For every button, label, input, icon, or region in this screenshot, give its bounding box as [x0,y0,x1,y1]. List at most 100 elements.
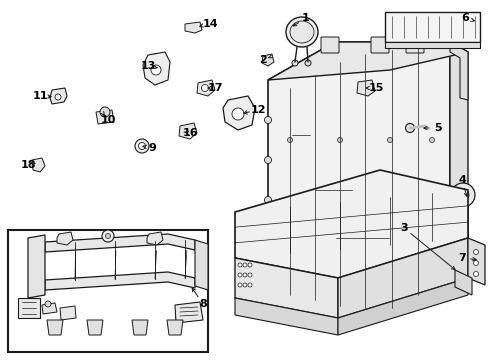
Circle shape [100,107,110,117]
Polygon shape [223,96,254,130]
Polygon shape [449,42,467,290]
Circle shape [291,60,297,66]
Polygon shape [467,238,484,285]
Circle shape [472,261,478,266]
Circle shape [472,271,478,276]
Polygon shape [147,232,163,245]
Circle shape [264,197,271,203]
Text: 14: 14 [202,19,217,29]
Circle shape [238,273,242,277]
Circle shape [243,273,246,277]
Polygon shape [50,88,67,104]
Polygon shape [45,272,195,290]
Text: 9: 9 [148,143,156,153]
Text: 15: 15 [367,83,383,93]
Circle shape [337,252,342,257]
Polygon shape [60,306,76,320]
Text: 18: 18 [20,160,36,170]
Polygon shape [179,123,197,139]
Circle shape [55,94,61,100]
Text: 1: 1 [302,13,309,23]
Circle shape [247,273,251,277]
Circle shape [247,283,251,287]
Text: 7: 7 [457,253,465,263]
Circle shape [135,139,149,153]
Text: 6: 6 [460,13,468,23]
Polygon shape [197,80,215,96]
Polygon shape [454,270,471,295]
Polygon shape [195,240,207,290]
Circle shape [428,138,434,143]
Circle shape [405,123,414,132]
Polygon shape [235,298,337,335]
Polygon shape [45,234,195,252]
Circle shape [287,138,292,143]
Polygon shape [356,80,374,96]
Text: 8: 8 [199,299,206,309]
Circle shape [428,198,434,202]
Polygon shape [449,42,467,100]
Circle shape [151,65,161,75]
Polygon shape [18,298,40,318]
Circle shape [337,198,342,202]
Text: 11: 11 [32,91,48,101]
Text: 3: 3 [399,223,407,233]
Text: 5: 5 [433,123,441,133]
Circle shape [287,198,292,202]
Text: 10: 10 [100,115,116,125]
Circle shape [386,198,392,202]
FancyBboxPatch shape [370,37,388,53]
Text: 2: 2 [259,55,266,65]
Text: 13: 13 [140,61,155,71]
Polygon shape [87,320,103,335]
Circle shape [247,263,251,267]
FancyBboxPatch shape [320,37,338,53]
Polygon shape [142,52,170,85]
Circle shape [337,138,342,143]
Polygon shape [32,158,45,172]
Circle shape [287,252,292,257]
Circle shape [102,230,114,242]
Polygon shape [132,320,148,335]
Circle shape [386,252,392,257]
Polygon shape [384,12,479,42]
Circle shape [238,283,242,287]
Circle shape [305,60,310,66]
Polygon shape [184,22,202,33]
Circle shape [428,252,434,257]
Polygon shape [167,320,183,335]
Circle shape [138,143,145,149]
Circle shape [264,157,271,163]
Circle shape [264,237,271,243]
Polygon shape [28,235,45,298]
Circle shape [264,117,271,123]
Circle shape [105,234,110,238]
Circle shape [450,183,474,207]
Circle shape [231,108,244,120]
Polygon shape [47,320,63,335]
Circle shape [386,138,392,143]
Polygon shape [57,232,73,245]
Circle shape [45,301,51,307]
Ellipse shape [289,21,313,43]
Polygon shape [337,238,467,318]
Text: 12: 12 [250,105,265,115]
Circle shape [472,249,478,255]
Polygon shape [42,303,57,314]
Polygon shape [175,302,203,323]
Circle shape [201,85,208,91]
FancyBboxPatch shape [405,37,423,53]
Text: 16: 16 [182,128,198,138]
Polygon shape [449,240,467,290]
Polygon shape [267,42,449,318]
Polygon shape [337,278,467,335]
Text: 4: 4 [457,175,465,185]
Ellipse shape [285,17,317,47]
Polygon shape [267,42,467,80]
Circle shape [243,263,246,267]
Polygon shape [384,42,479,48]
Text: 17: 17 [207,83,223,93]
Polygon shape [235,258,337,318]
Circle shape [243,283,246,287]
Circle shape [456,189,468,201]
